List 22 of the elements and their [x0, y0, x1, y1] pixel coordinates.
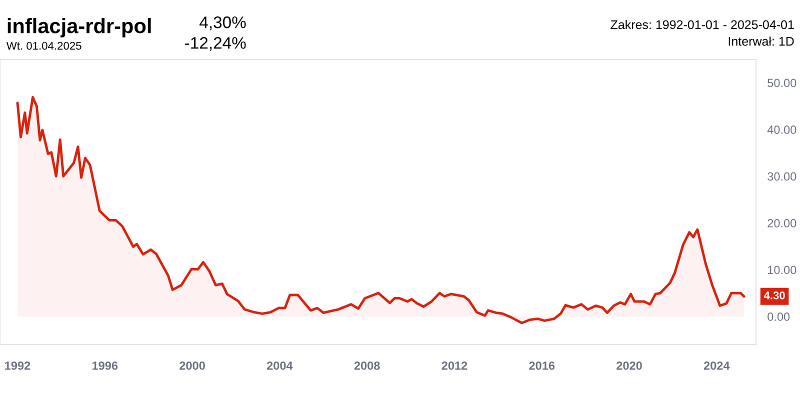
text: 4,30%	[200, 16, 246, 30]
y-tick-label: 40.00	[767, 126, 796, 134]
x-tick-label: 2016	[529, 362, 555, 370]
text: Interwał: 1D	[728, 36, 794, 46]
y-tick-label: 30.00	[768, 172, 796, 181]
x-tick-label: 2024	[704, 362, 730, 370]
y-tick-label: 0.00	[768, 312, 790, 321]
x-tick-label: 2012	[442, 362, 468, 370]
chart-title: inflacja-rdr-pol	[8, 18, 151, 38]
x-tick-label: 2020	[616, 362, 642, 370]
y-tick-label: 10.00	[768, 266, 796, 274]
x-tick-label: 2008	[354, 362, 380, 370]
y-tick-label: 20.00	[768, 219, 796, 228]
x-tick-label: 2000	[180, 362, 205, 370]
annotation: 4.30	[764, 291, 785, 300]
x-tick-label: 1992	[5, 362, 30, 370]
chart-subtitle: Wt. 01.04.2025	[6, 42, 82, 50]
x-tick-label: 2004	[266, 362, 293, 370]
y-tick-label: 50.00	[768, 78, 796, 88]
text: -12,24%	[185, 37, 246, 51]
text: Zakres: 1992-01-01 - 2025-04-01	[610, 20, 794, 30]
x-tick-label: 1996	[92, 362, 118, 370]
